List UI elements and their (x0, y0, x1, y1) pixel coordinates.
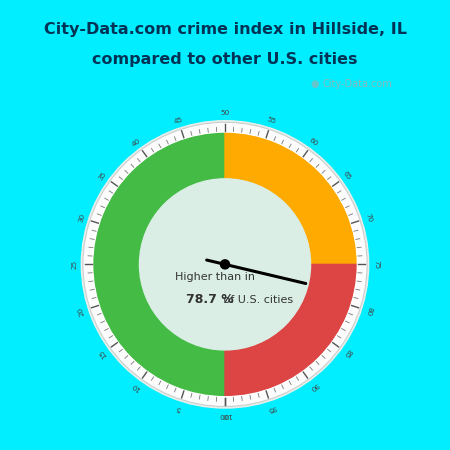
Text: 55: 55 (266, 117, 277, 125)
Text: 78.7 %: 78.7 % (186, 293, 234, 306)
Text: 75: 75 (373, 260, 379, 269)
Text: 60: 60 (308, 137, 319, 148)
Text: 100: 100 (218, 412, 232, 418)
Text: 45: 45 (173, 117, 184, 125)
Text: 95: 95 (266, 404, 277, 412)
Text: City-Data.com: City-Data.com (322, 79, 392, 89)
Text: 5: 5 (175, 405, 181, 411)
Text: of U.S. cities: of U.S. cities (220, 295, 293, 305)
Wedge shape (92, 131, 358, 397)
Text: 40: 40 (131, 137, 142, 148)
Text: 30: 30 (77, 212, 86, 223)
Text: 70: 70 (364, 212, 373, 223)
Wedge shape (84, 123, 366, 405)
Wedge shape (225, 132, 357, 265)
Text: 0: 0 (223, 412, 227, 418)
Text: 85: 85 (342, 347, 352, 359)
Wedge shape (93, 132, 225, 397)
Text: 10: 10 (131, 381, 142, 392)
Text: 20: 20 (77, 306, 86, 316)
Text: 25: 25 (71, 260, 77, 269)
Text: 50: 50 (220, 110, 230, 117)
Wedge shape (81, 121, 369, 408)
Text: 15: 15 (98, 347, 108, 359)
Text: 80: 80 (364, 306, 373, 316)
Text: 65: 65 (342, 170, 352, 181)
Text: Higher than in: Higher than in (176, 272, 255, 282)
Text: 35: 35 (98, 170, 108, 181)
Circle shape (140, 179, 310, 350)
Text: 90: 90 (308, 381, 319, 392)
Text: ●: ● (310, 79, 319, 89)
Text: compared to other U.S. cities: compared to other U.S. cities (92, 52, 358, 67)
Wedge shape (225, 265, 357, 397)
Text: City-Data.com crime index in Hillside, IL: City-Data.com crime index in Hillside, I… (44, 22, 406, 37)
Circle shape (220, 260, 230, 269)
